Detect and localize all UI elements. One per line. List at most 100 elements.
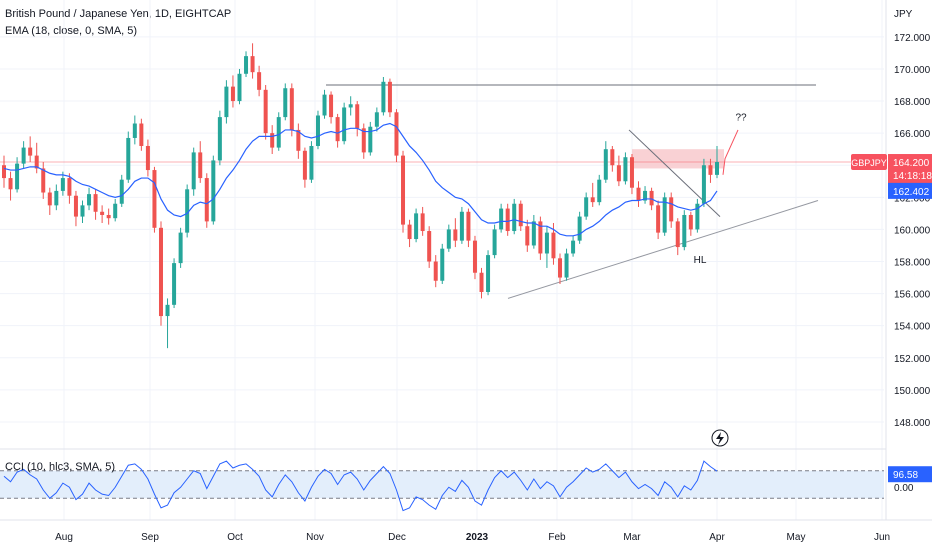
candle-down — [67, 178, 72, 196]
price-tick: 160.000 — [894, 225, 931, 236]
candle-down — [590, 197, 595, 203]
candle-up — [54, 190, 59, 206]
candle-down — [518, 203, 523, 227]
candle-up — [322, 94, 327, 116]
time-label: Nov — [306, 532, 324, 543]
candle-up — [237, 73, 242, 102]
candle-down — [250, 56, 255, 73]
candle-down — [139, 123, 144, 146]
candle-down — [433, 261, 438, 281]
candle-down — [204, 178, 209, 222]
chart-title: British Pound / Japanese Yen, 1D, EIGHTC… — [5, 8, 232, 20]
candle-up — [342, 107, 347, 142]
candle-up — [172, 263, 177, 305]
candle-down — [198, 152, 203, 179]
candle-up — [348, 104, 353, 108]
candle-up — [309, 145, 314, 180]
candle-down — [2, 165, 6, 179]
candle-down — [656, 205, 661, 233]
candle-up — [368, 126, 373, 153]
candle-up — [571, 240, 576, 254]
candle-down — [289, 88, 294, 130]
candle-down — [420, 213, 425, 232]
candle-up — [87, 194, 92, 206]
candle-up — [211, 160, 216, 222]
price-tick: 172.000 — [894, 33, 931, 44]
ema-line — [3, 122, 718, 237]
candle-up — [132, 123, 137, 138]
candle-down — [669, 197, 674, 222]
candle-up — [315, 115, 320, 146]
countdown-text: 14:18:18 — [893, 171, 932, 182]
candle-down — [558, 258, 563, 278]
price-tick: 168.000 — [894, 97, 931, 108]
candle-down — [538, 221, 543, 254]
candle-up — [584, 197, 589, 217]
candle-down — [106, 214, 111, 219]
candle-up — [374, 112, 379, 127]
candle-down — [505, 208, 510, 232]
lightning-icon-glyph — [716, 432, 724, 445]
candle-down — [472, 240, 477, 273]
candle-up — [80, 205, 85, 217]
candle-down — [41, 168, 46, 193]
time-label: Sep — [141, 532, 159, 543]
candle-up — [414, 213, 419, 240]
descending-trendline — [628, 129, 721, 217]
last-price-text: 164.200 — [893, 158, 930, 169]
projection-path — [722, 129, 739, 175]
candle-up — [643, 190, 648, 201]
candle-down — [302, 150, 307, 180]
last-price-badge — [888, 154, 932, 185]
candle-up — [276, 117, 281, 148]
ema-path — [3, 122, 718, 237]
candle-up — [499, 208, 504, 230]
cci-pane: CCI (10, hlc3, SMA, 5) 0.00 — [0, 460, 914, 512]
price-tick: 150.000 — [894, 386, 931, 397]
candle-up — [597, 179, 602, 203]
candle-down — [296, 129, 301, 151]
candle-down — [636, 187, 641, 201]
candle-down — [525, 226, 530, 246]
candle-down — [93, 194, 98, 212]
ema-value-text: 162.402 — [893, 187, 930, 198]
candle-down — [610, 149, 615, 166]
candle-down — [675, 221, 680, 248]
cci-value-text: 96.58 — [893, 470, 918, 481]
candle-down — [401, 155, 406, 225]
ema-legend-label[interactable]: EMA (18, close, 0, SMA, 5) — [5, 25, 138, 37]
candle-up — [381, 81, 386, 113]
candle-down — [629, 157, 634, 188]
candle-up — [191, 152, 196, 190]
time-label: Oct — [227, 532, 243, 543]
symbol-badge — [851, 154, 887, 171]
cci-zero-tick: 0.00 — [894, 483, 914, 494]
candle-up — [492, 229, 497, 256]
price-unit: JPY — [894, 9, 913, 20]
price-tick: 166.000 — [894, 129, 931, 140]
candle-up — [185, 189, 190, 233]
price-tick: 148.000 — [894, 418, 931, 429]
candle-down — [453, 229, 458, 241]
candle-down — [479, 272, 484, 292]
candle-down — [466, 211, 471, 241]
candle-down — [152, 170, 157, 228]
candle-up — [544, 232, 549, 254]
candle-up — [60, 178, 65, 191]
candle-up — [21, 147, 26, 164]
grid — [0, 0, 884, 520]
time-label: Mar — [623, 532, 641, 543]
candle-up — [715, 162, 719, 175]
candle-down — [329, 94, 334, 118]
price-tick: 154.000 — [894, 322, 931, 333]
candle-down — [73, 195, 78, 217]
candle-up — [682, 214, 687, 248]
candles — [2, 43, 719, 349]
candle-up — [623, 157, 628, 182]
ema-value-badge — [888, 182, 932, 199]
cci-value-badge — [888, 466, 932, 483]
candle-down — [649, 190, 654, 206]
candle-down — [263, 89, 268, 134]
